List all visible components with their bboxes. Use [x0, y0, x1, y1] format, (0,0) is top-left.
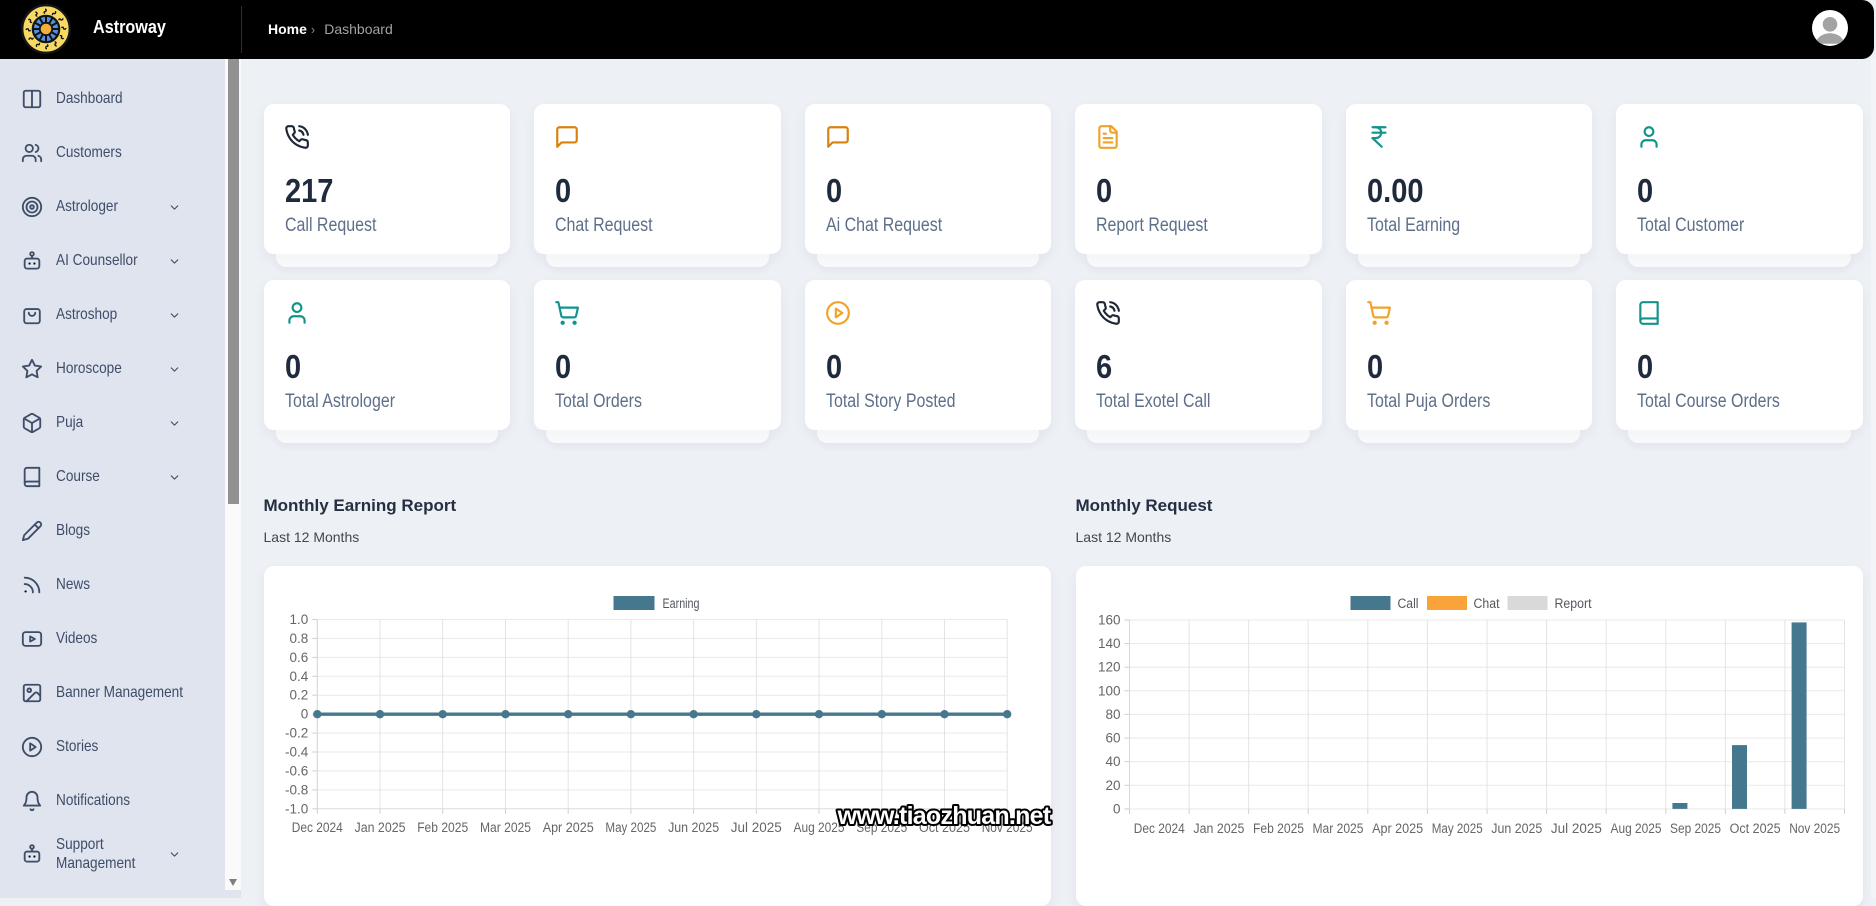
svg-text:May 2025: May 2025 [1431, 821, 1482, 836]
svg-text:0.8: 0.8 [289, 631, 308, 646]
svg-text:0: 0 [1112, 801, 1120, 816]
svg-text:www.tiaozhuan.net: www.tiaozhuan.net [837, 802, 1052, 830]
svg-text:20: 20 [1105, 778, 1120, 793]
svg-text:Feb 2025: Feb 2025 [417, 820, 468, 835]
svg-text:-0.4: -0.4 [285, 745, 309, 760]
svg-text:0: 0 [300, 707, 308, 722]
svg-text:0.2: 0.2 [289, 688, 308, 703]
svg-text:Chat: Chat [1473, 596, 1499, 611]
svg-text:80: 80 [1105, 707, 1120, 722]
svg-text:Apr 2025: Apr 2025 [542, 820, 593, 835]
svg-text:Dec 2024: Dec 2024 [1133, 821, 1184, 836]
svg-text:Dec 2024: Dec 2024 [291, 820, 342, 835]
svg-text:May 2025: May 2025 [605, 820, 656, 835]
svg-text:Earning: Earning [662, 596, 699, 611]
svg-text:Jul 2025: Jul 2025 [730, 820, 781, 835]
svg-text:Jul 2025: Jul 2025 [1550, 821, 1601, 836]
svg-text:Sep 2025: Sep 2025 [1670, 821, 1721, 836]
svg-text:Sep 2025: Sep 2025 [856, 820, 907, 835]
svg-text:Mar 2025: Mar 2025 [480, 820, 531, 835]
svg-text:Oct 2025: Oct 2025 [1729, 821, 1780, 836]
svg-text:40: 40 [1105, 754, 1120, 769]
svg-text:160: 160 [1097, 613, 1120, 628]
svg-text:Jun 2025: Jun 2025 [668, 820, 719, 835]
svg-text:Jun 2025: Jun 2025 [1491, 821, 1542, 836]
svg-text:Nov 2025: Nov 2025 [981, 820, 1032, 835]
svg-text:Nov 2025: Nov 2025 [1789, 821, 1840, 836]
svg-text:1.0: 1.0 [289, 612, 308, 627]
svg-text:120: 120 [1097, 660, 1120, 675]
svg-text:140: 140 [1097, 636, 1120, 651]
svg-text:Jan 2025: Jan 2025 [1193, 821, 1244, 836]
svg-text:Apr 2025: Apr 2025 [1372, 821, 1423, 836]
svg-text:Call: Call [1397, 596, 1418, 611]
svg-text:-1.0: -1.0 [285, 801, 308, 816]
svg-text:0.6: 0.6 [289, 650, 308, 665]
svg-text:Feb 2025: Feb 2025 [1253, 821, 1304, 836]
svg-text:0.4: 0.4 [289, 669, 308, 684]
svg-text:Mar 2025: Mar 2025 [1312, 821, 1363, 836]
svg-text:Aug 2025: Aug 2025 [793, 820, 844, 835]
svg-text:-0.2: -0.2 [285, 726, 308, 741]
svg-text:Oct 2025: Oct 2025 [919, 820, 970, 835]
svg-text:60: 60 [1105, 731, 1120, 746]
svg-text:Jan 2025: Jan 2025 [354, 820, 405, 835]
svg-text:-0.8: -0.8 [285, 782, 308, 797]
svg-text:-0.6: -0.6 [285, 763, 308, 778]
svg-text:Report: Report [1554, 596, 1591, 611]
svg-text:Aug 2025: Aug 2025 [1610, 821, 1661, 836]
svg-text:100: 100 [1097, 683, 1120, 698]
